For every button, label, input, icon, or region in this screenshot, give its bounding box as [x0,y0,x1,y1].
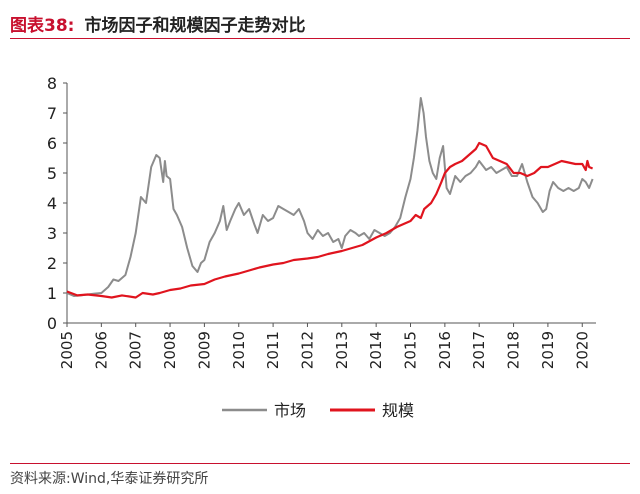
y-tick-label: 0 [47,314,57,333]
figure-title: 市场因子和规模因子走势对比 [84,15,306,36]
x-tick-label: 2012 [298,331,316,369]
line-chart: 0 1 2 3 4 5 6 7 8 2005 2006 2007 2008 2009 2010 2011 201… [47,74,596,420]
x-tick-label: 2008 [161,331,179,369]
chart-container: 0 1 2 3 4 5 6 7 8 2005 2006 2007 2008 2009 2010 2011 201… [0,50,640,450]
x-tick-label: 2018 [505,331,523,369]
y-tick-label: 8 [47,74,57,93]
x-tick-label: 2017 [470,331,488,369]
series-line-size [66,141,594,299]
x-tick-label: 2016 [436,331,454,369]
x-tick-label: 2015 [402,331,420,369]
legend-label-market: 市场 [274,401,306,420]
x-tick-label: 2013 [333,331,351,369]
figure-header: 图表38: 市场因子和规模因子走势对比 [10,8,630,39]
y-tick-label: 7 [47,104,57,123]
series-line-market [66,97,594,297]
x-tick-label: 2019 [539,331,557,369]
bottom-divider [10,463,630,464]
x-tick-label: 2010 [230,331,248,369]
x-tick-label: 2007 [127,331,145,369]
figure-label: 图表38: [10,15,75,36]
y-tick-label: 1 [47,284,57,303]
x-tick-label: 2005 [58,331,76,369]
legend-label-size: 规模 [382,401,414,420]
x-tick-label: 2014 [367,331,385,369]
y-tick-label: 2 [47,254,57,273]
source-note: 资料来源:Wind,华泰证券研究所 [10,471,209,487]
x-tick-label: 2006 [92,331,110,369]
y-tick-label: 6 [47,134,57,153]
y-tick-label: 5 [47,164,57,183]
y-tick-label: 4 [47,194,57,213]
x-tick-label: 2020 [573,331,591,369]
x-tick-label: 2009 [195,331,213,369]
x-tick-label: 2011 [264,331,282,369]
y-tick-label: 3 [47,224,57,243]
